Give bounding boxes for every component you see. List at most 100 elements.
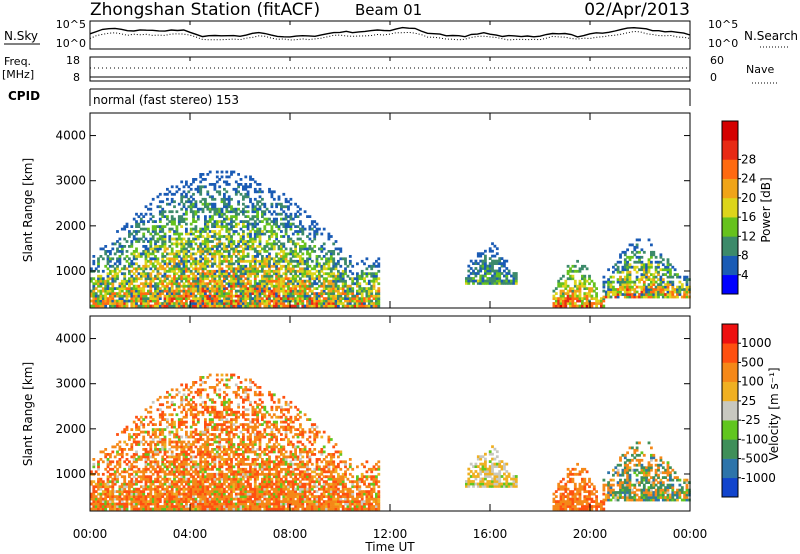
power-cell xyxy=(282,282,286,286)
power-cell xyxy=(144,277,148,281)
power-cell xyxy=(120,247,124,251)
power-cell xyxy=(640,285,644,289)
power-cell xyxy=(232,215,236,218)
power-cell xyxy=(194,220,198,223)
power-cell xyxy=(90,294,93,298)
power-cell xyxy=(258,250,262,253)
power-cell xyxy=(163,215,167,218)
power-cell xyxy=(258,264,262,268)
vel-cell xyxy=(201,500,205,503)
power-cell xyxy=(111,299,115,303)
power-cell xyxy=(242,292,245,295)
power-cell xyxy=(301,267,305,271)
power-cell xyxy=(99,274,103,278)
power-cell xyxy=(225,304,229,308)
power-cell xyxy=(654,295,658,299)
power-cell xyxy=(280,242,283,246)
power-cell xyxy=(583,287,587,290)
power-cell xyxy=(315,269,319,273)
power-cell xyxy=(607,280,610,284)
power-cell xyxy=(467,269,471,273)
power-cell xyxy=(284,257,288,261)
power-cell xyxy=(218,232,222,236)
power-cell xyxy=(318,284,321,288)
power-cell xyxy=(344,269,347,273)
power-cell xyxy=(678,288,682,291)
power-cell xyxy=(225,294,229,298)
vel-cell xyxy=(154,445,157,449)
power-cell xyxy=(135,289,138,293)
power-cell xyxy=(244,284,248,288)
vel-cell xyxy=(132,433,136,436)
power-cell xyxy=(175,267,179,271)
power-cell xyxy=(258,237,262,241)
vel-cell xyxy=(128,497,131,501)
vel-cell xyxy=(192,490,195,493)
power-cell xyxy=(173,264,176,268)
power-cell xyxy=(268,277,271,281)
power-cell xyxy=(318,294,321,298)
power-cell xyxy=(239,267,243,271)
power-cell xyxy=(242,247,245,251)
power-cell xyxy=(166,257,169,261)
power-cell xyxy=(244,255,248,258)
power-cell xyxy=(180,242,184,246)
power-cell xyxy=(346,284,350,288)
vel-cell xyxy=(166,450,169,454)
power-cell xyxy=(101,294,105,298)
power-cell xyxy=(370,304,374,308)
vel-cell xyxy=(182,490,186,493)
vel-cell xyxy=(142,448,146,451)
vel-cell xyxy=(204,507,207,511)
vel-cell xyxy=(199,485,203,489)
power-cell xyxy=(253,187,257,191)
power-cell xyxy=(158,287,162,290)
power-cell xyxy=(199,277,203,281)
power-cell xyxy=(199,235,203,238)
power-cell xyxy=(289,250,293,253)
power-cell xyxy=(249,217,252,221)
vel-cell xyxy=(104,490,108,493)
power-cell xyxy=(249,262,252,266)
power-cell xyxy=(282,222,286,226)
power-cell xyxy=(199,279,203,283)
power-cell xyxy=(242,297,245,300)
power-cell xyxy=(109,252,112,256)
power-cell xyxy=(291,274,295,278)
power-cell xyxy=(246,297,250,300)
vel-cell xyxy=(201,472,205,476)
power-cell xyxy=(512,272,516,275)
power-cell xyxy=(322,292,326,295)
power-cell xyxy=(277,299,281,303)
vel-cell xyxy=(204,428,207,431)
vel-cell xyxy=(206,502,210,506)
power-cell xyxy=(215,232,219,236)
power-cell xyxy=(194,297,198,300)
power-cell xyxy=(272,230,276,233)
power-cell xyxy=(154,250,157,253)
power-cell xyxy=(322,289,326,293)
power-cell xyxy=(256,302,259,305)
power-cell xyxy=(642,263,646,267)
power-cell xyxy=(356,289,359,293)
power-cell xyxy=(337,277,340,281)
vel-cell xyxy=(149,462,153,466)
vel-cell xyxy=(113,475,117,479)
vel-cell xyxy=(156,492,160,496)
power-cell xyxy=(144,227,148,231)
power-cell xyxy=(306,294,309,298)
power-cell xyxy=(303,297,307,300)
power-cell xyxy=(377,294,381,298)
power-cell xyxy=(147,302,150,305)
power-cell xyxy=(261,259,264,263)
vel-cell xyxy=(158,485,162,489)
vel-cell xyxy=(187,458,191,461)
vel-cell xyxy=(161,430,165,434)
power-cell xyxy=(619,290,622,294)
power-cell xyxy=(173,277,176,281)
sky-panel-frame xyxy=(89,20,691,50)
power-cell xyxy=(142,302,146,305)
nave-tick-top: 60 xyxy=(710,54,724,67)
vel-cell xyxy=(151,495,155,498)
power-cell xyxy=(275,277,278,281)
